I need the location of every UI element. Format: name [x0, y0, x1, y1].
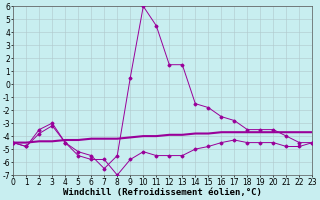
X-axis label: Windchill (Refroidissement éolien,°C): Windchill (Refroidissement éolien,°C): [63, 188, 262, 197]
